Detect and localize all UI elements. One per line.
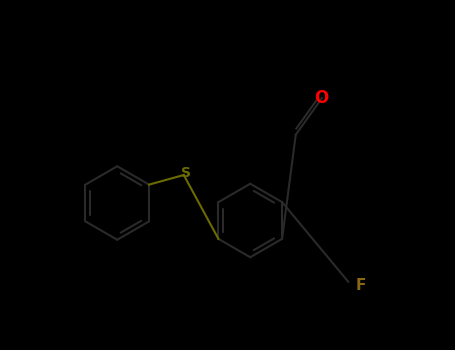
Text: S: S — [181, 166, 191, 180]
Text: O: O — [314, 89, 329, 107]
Text: F: F — [355, 278, 366, 293]
